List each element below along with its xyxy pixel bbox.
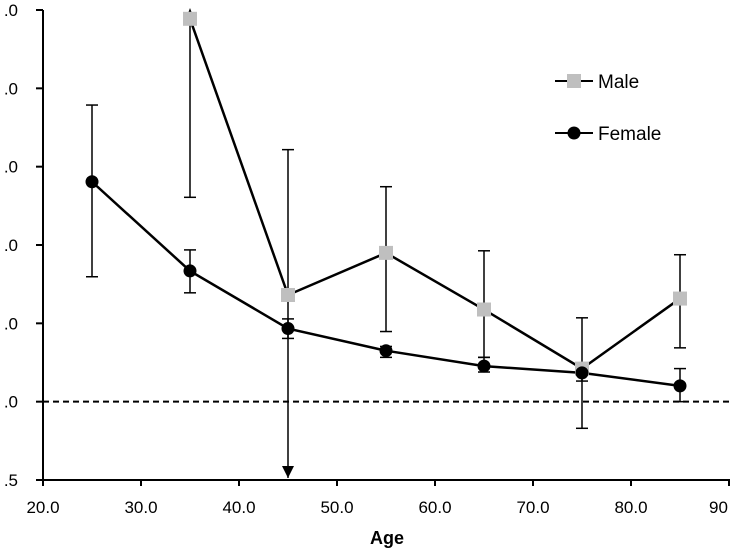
x-tick-label: 70.0 bbox=[516, 498, 549, 517]
male-marker bbox=[673, 291, 687, 306]
female-marker bbox=[477, 359, 491, 373]
legend-male-marker bbox=[567, 74, 581, 88]
y-tick-label: .0 bbox=[4, 79, 18, 98]
legend-male-label: Male bbox=[598, 72, 639, 93]
male-marker bbox=[477, 302, 491, 317]
male-marker bbox=[379, 245, 393, 260]
female-marker bbox=[379, 344, 393, 358]
x-tick-label: 50.0 bbox=[320, 498, 353, 517]
x-tick-label: 80.0 bbox=[614, 498, 647, 517]
legend-female-marker bbox=[567, 126, 581, 140]
x-tick-label: 60.0 bbox=[418, 498, 451, 517]
male-series-line bbox=[188, 18, 681, 371]
x-axis-title: Age bbox=[370, 528, 404, 548]
male-marker bbox=[183, 11, 197, 26]
female-marker bbox=[85, 175, 99, 189]
y-tick-label: .0 bbox=[4, 236, 18, 255]
male-error-arrow-down bbox=[282, 466, 294, 478]
x-tick-label: 90 bbox=[709, 498, 728, 517]
x-tick-label: 20.0 bbox=[26, 498, 59, 517]
y-tick-label: .0 bbox=[4, 158, 18, 177]
female-marker bbox=[281, 322, 295, 336]
y-tick-label: .5 bbox=[4, 471, 18, 490]
y-tick-label: .0 bbox=[4, 393, 18, 412]
x-tick-label: 30.0 bbox=[124, 498, 157, 517]
male-marker bbox=[281, 287, 295, 302]
y-tick-label: .0 bbox=[4, 314, 18, 333]
legend: Male Female bbox=[555, 72, 661, 145]
legend-female-label: Female bbox=[598, 124, 661, 145]
y-tick-label: .0 bbox=[4, 1, 18, 20]
female-marker bbox=[575, 366, 589, 380]
x-tick-label: 40.0 bbox=[222, 498, 255, 517]
female-marker bbox=[673, 379, 687, 393]
female-marker bbox=[183, 264, 197, 278]
